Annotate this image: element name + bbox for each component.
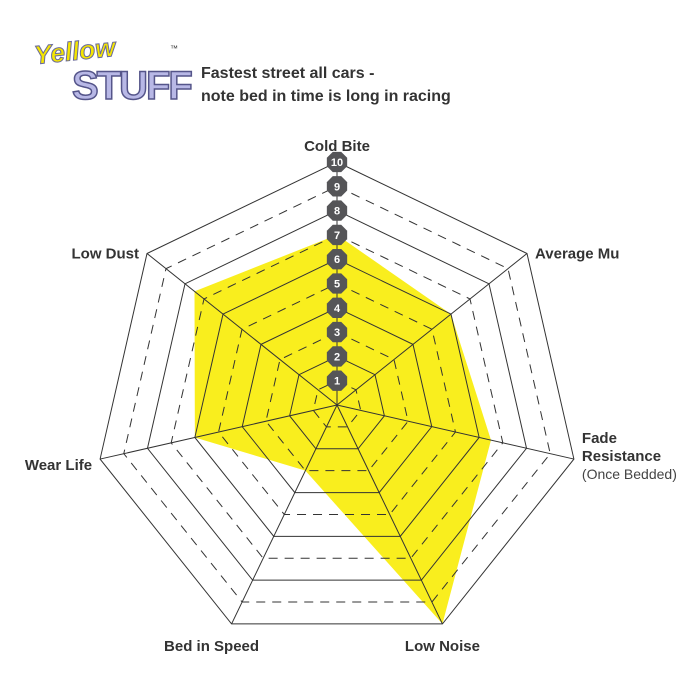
grid-ring-5 xyxy=(218,282,456,515)
scale-tick-label: 1 xyxy=(334,376,340,388)
scale-badge-10 xyxy=(326,151,348,173)
axis-label: Resistance xyxy=(582,448,661,465)
grid-ring-6 xyxy=(194,258,480,537)
scale-tick-label: 8 xyxy=(334,206,340,218)
grid-ring-1 xyxy=(312,380,362,428)
axis-label: Low Noise xyxy=(405,638,480,655)
scale-tick-label: 9 xyxy=(334,181,340,193)
axis-label: Cold Bite xyxy=(304,138,370,155)
data-area xyxy=(194,234,491,624)
axis-spoke-2 xyxy=(336,404,575,460)
grid-ring-9 xyxy=(123,185,551,603)
axis-label: Average Mu xyxy=(535,245,619,262)
axis-label: Fade xyxy=(582,430,617,447)
grid-ring-7 xyxy=(170,234,504,559)
scale-badge-2 xyxy=(326,346,348,367)
scale-tick-label: 5 xyxy=(334,279,340,291)
scale-tick-label: 3 xyxy=(334,327,340,339)
scale-badge-6 xyxy=(326,249,348,270)
grid-ring-4 xyxy=(241,307,433,494)
axis-spoke-3 xyxy=(336,404,443,625)
axis-spoke-4 xyxy=(231,404,338,625)
logo-trademark: ™ xyxy=(170,44,178,53)
subtitle-line-2: note bed in time is long in racing xyxy=(201,88,451,105)
chart-subtitle: Fastest street all cars - note bed in ti… xyxy=(201,62,451,108)
scale-tick-label: 6 xyxy=(334,254,340,266)
grid-ring-8 xyxy=(146,210,528,581)
scale-tick-label: 4 xyxy=(334,303,341,315)
scale-badge-5 xyxy=(326,273,348,294)
axis-spoke-6 xyxy=(146,253,338,406)
scale-badge-7 xyxy=(326,224,348,246)
axis-spoke-1 xyxy=(336,253,528,406)
yellow-stuff-logo: Yellow STUFF ™ xyxy=(32,31,194,116)
grid-ring-2 xyxy=(289,355,385,450)
axis-label: Low Dust xyxy=(72,245,140,262)
scale-badge-4 xyxy=(326,297,348,318)
axis-label: Wear Life xyxy=(25,457,92,474)
axis-sublabel: (Once Bedded) xyxy=(582,466,677,482)
scale-badge-8 xyxy=(326,200,348,221)
scale-tick-label: 10 xyxy=(331,157,343,169)
grid-ring-3 xyxy=(265,331,409,472)
scale-badge-9 xyxy=(326,176,348,197)
axis-label: Bed in Speed xyxy=(164,638,259,655)
subtitle-line-1: Fastest street all cars - xyxy=(201,65,375,82)
scale-badge-3 xyxy=(326,321,348,343)
axis-spoke-5 xyxy=(99,404,338,460)
logo-line2: STUFF xyxy=(71,63,193,109)
grid-ring-10 xyxy=(99,161,575,625)
scale-badge-1 xyxy=(326,370,348,391)
scale-tick-label: 2 xyxy=(334,351,340,363)
scale-tick-label: 7 xyxy=(334,230,340,242)
